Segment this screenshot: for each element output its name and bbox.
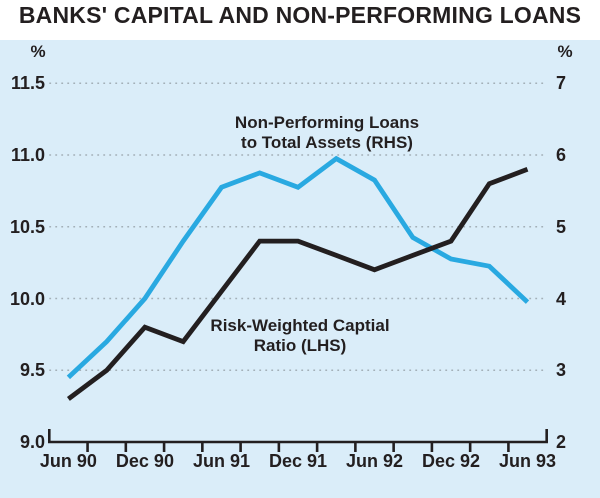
left-axis-tick-label: 11.5 — [10, 73, 45, 94]
right-axis-tick-label: 7 — [556, 73, 567, 94]
right-axis-tick-label: 3 — [556, 360, 567, 381]
series-label-line: Ratio (LHS) — [253, 336, 347, 355]
series-label-line: Non-Performing Loans — [234, 113, 420, 132]
right-axis-tick-label: 5 — [556, 216, 567, 237]
right-axis-tick-label: 2 — [556, 432, 567, 452]
series-label-non-performing-loans: Non-Performing Loans to Total Assets (RH… — [235, 113, 419, 153]
left-axis-tick-label: 11.0 — [10, 145, 45, 165]
series-label-line: Risk-Weighted Captial — [210, 316, 390, 335]
x-axis-tick-label: Jun 90 — [39, 451, 97, 471]
left-axis-tick-label: 9.5 — [19, 360, 45, 381]
x-axis-tick-label: Jun 92 — [345, 451, 404, 471]
x-axis-tick-label: Dec 91 — [268, 451, 327, 471]
series-label-line: to Total Assets (RHS) — [241, 133, 413, 152]
right-axis-tick-label: 6 — [556, 145, 567, 165]
left-axis-tick-label: 9.0 — [19, 432, 45, 452]
x-axis-tick-label: Dec 92 — [421, 451, 481, 471]
left-axis-unit: % — [30, 42, 46, 61]
left-axis-tick-label: 10.0 — [9, 288, 45, 309]
right-axis-unit: % — [557, 42, 573, 61]
series-line-non-performing-loans-to-total-assets-rhs — [66, 155, 530, 380]
x-axis-tick-label: Jun 93 — [499, 451, 557, 471]
x-axis-tick-label: Dec 90 — [115, 451, 174, 471]
right-axis-tick-label: 4 — [556, 288, 567, 309]
series-label-risk-weighted-capital: Risk-Weighted Captial Ratio (LHS) — [210, 316, 389, 356]
left-axis-tick-label: 10.5 — [9, 216, 45, 237]
chart-title: BANKS' CAPITAL AND NON-PERFORMING LOANS — [18, 2, 582, 28]
x-axis-tick-label: Jun 91 — [192, 451, 250, 471]
chart-panel — [0, 40, 600, 498]
series-line-risk-weighted-captial-ratio-lhs — [66, 167, 529, 401]
